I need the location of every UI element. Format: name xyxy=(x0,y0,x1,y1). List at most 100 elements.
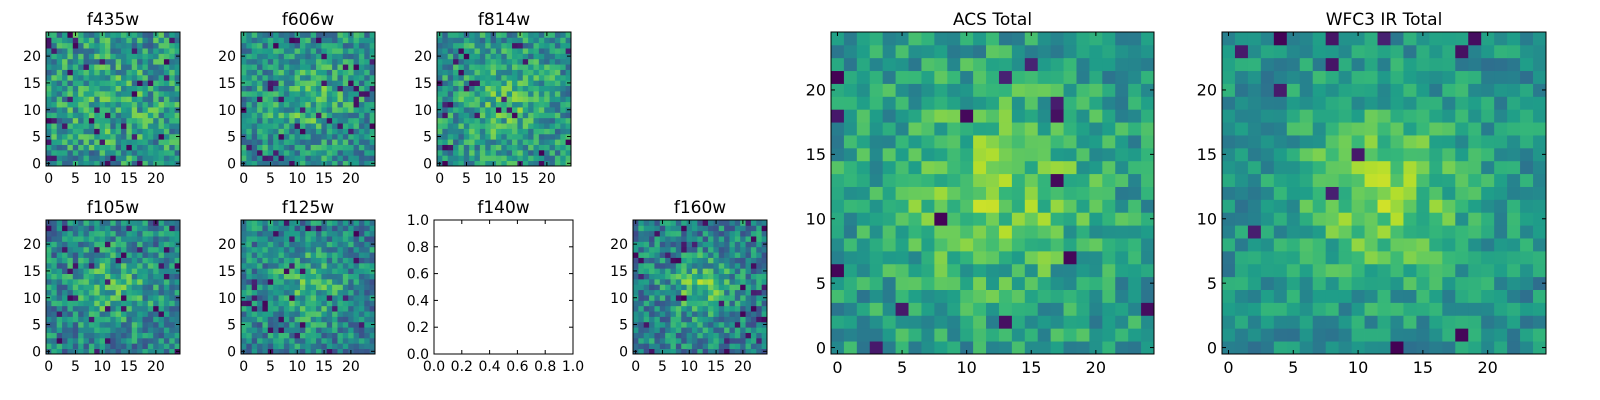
heatmap-cell xyxy=(46,149,52,156)
heatmap-cell xyxy=(241,262,247,269)
heatmap-cell xyxy=(257,139,263,145)
heatmap-cell xyxy=(675,305,682,312)
heatmap-cell xyxy=(697,343,704,350)
heatmap-cell xyxy=(262,80,269,86)
heatmap-cell xyxy=(1128,212,1142,226)
heatmap-cell xyxy=(1102,173,1116,187)
heatmap-cell xyxy=(1299,199,1314,213)
heatmap-cell xyxy=(921,70,935,84)
heatmap-cell xyxy=(321,144,328,151)
heatmap-cell xyxy=(750,305,757,312)
heatmap-cell xyxy=(761,343,768,350)
heatmap-cell xyxy=(289,32,295,38)
heatmap-cell xyxy=(1063,32,1077,46)
heatmap-cell xyxy=(724,236,730,242)
heatmap-cell xyxy=(1050,160,1064,175)
heatmap-cell xyxy=(158,311,165,317)
heatmap-cell xyxy=(686,273,693,280)
heatmap-cell xyxy=(310,241,317,248)
heatmap-cell xyxy=(691,230,698,237)
heatmap-cell xyxy=(882,238,896,252)
heatmap-cell xyxy=(1037,32,1052,46)
heatmap-cell xyxy=(104,80,111,86)
heatmap-cell xyxy=(94,48,100,54)
heatmap-cell xyxy=(447,85,454,92)
heatmap-cell xyxy=(495,48,502,54)
heatmap-cell xyxy=(1364,173,1378,187)
heatmap-cell xyxy=(831,173,845,187)
heatmap-cell xyxy=(46,300,52,307)
heatmap-cell xyxy=(321,305,328,312)
heatmap-cell xyxy=(283,155,290,162)
heatmap-cell xyxy=(1063,109,1077,123)
heatmap-cell xyxy=(437,90,443,97)
heatmap-cell xyxy=(1351,199,1365,213)
heatmap-cell xyxy=(750,257,757,264)
heatmap-cell xyxy=(921,302,935,316)
heatmap-cell xyxy=(358,90,365,97)
heatmap-cell xyxy=(115,90,122,97)
heatmap-cell xyxy=(169,32,176,38)
heatmap-cell xyxy=(147,343,154,350)
heatmap-cell xyxy=(294,112,301,119)
heatmap-cell xyxy=(126,144,133,151)
heatmap-cell xyxy=(501,96,508,103)
heatmap-cell xyxy=(67,144,74,151)
heatmap-cell xyxy=(565,96,572,103)
heatmap-cell xyxy=(316,225,322,232)
heatmap-cell xyxy=(110,295,117,301)
heatmap-cell xyxy=(686,284,693,291)
x-tick-label: 0 xyxy=(239,359,248,375)
heatmap-cell xyxy=(1050,44,1064,59)
heatmap-cell xyxy=(1338,186,1352,200)
heatmap-cell xyxy=(654,327,661,333)
heatmap-cell xyxy=(1234,263,1249,278)
heatmap-cell xyxy=(960,199,974,213)
heatmap-cell xyxy=(289,53,295,60)
heatmap-cell xyxy=(326,144,333,151)
heatmap-cell xyxy=(831,135,845,149)
heatmap-cell xyxy=(437,74,443,81)
heatmap-cell xyxy=(348,80,354,86)
heatmap-cell xyxy=(262,316,269,323)
heatmap-cell xyxy=(522,155,529,162)
x-tick-label: 0 xyxy=(44,171,53,187)
heatmap-cell xyxy=(278,246,285,253)
heatmap-cell xyxy=(262,85,269,92)
heatmap-cell xyxy=(369,64,376,70)
heatmap-cell xyxy=(1141,147,1155,162)
heatmap-cell xyxy=(882,160,896,175)
heatmap-cell xyxy=(1037,122,1052,136)
heatmap-cell xyxy=(51,112,58,119)
heatmap-cell xyxy=(273,295,279,301)
heatmap-cell xyxy=(342,42,349,49)
heatmap-cell xyxy=(278,128,285,135)
heatmap-cell xyxy=(560,155,567,162)
heatmap-cell xyxy=(1507,276,1521,290)
heatmap-cell xyxy=(72,295,79,301)
heatmap-cell xyxy=(310,305,317,312)
heatmap-cell xyxy=(756,236,763,242)
heatmap-cell xyxy=(1416,173,1430,187)
heatmap-cell xyxy=(246,155,253,162)
heatmap-cell xyxy=(638,230,645,237)
heatmap-cell xyxy=(257,327,263,333)
heatmap-cell xyxy=(1273,328,1288,342)
x-tick-label: 0.8 xyxy=(534,359,556,375)
heatmap-cell xyxy=(257,85,263,92)
heatmap-cell xyxy=(169,278,176,285)
heatmap-cell xyxy=(469,101,475,108)
heatmap-cell xyxy=(437,48,443,54)
heatmap-cell xyxy=(310,311,317,317)
heatmap-cell xyxy=(734,220,741,226)
y-tick-label: 15 xyxy=(806,145,826,164)
heatmap-cell xyxy=(126,278,133,285)
heatmap-cell xyxy=(1089,44,1103,59)
heatmap-cell xyxy=(342,295,349,301)
heatmap-cell xyxy=(316,117,322,124)
heatmap-cell xyxy=(921,147,935,162)
heatmap-cell xyxy=(463,58,470,65)
x-tick-label: 0 xyxy=(631,359,640,375)
heatmap-cell xyxy=(316,160,322,167)
heatmap-cell xyxy=(544,128,550,135)
